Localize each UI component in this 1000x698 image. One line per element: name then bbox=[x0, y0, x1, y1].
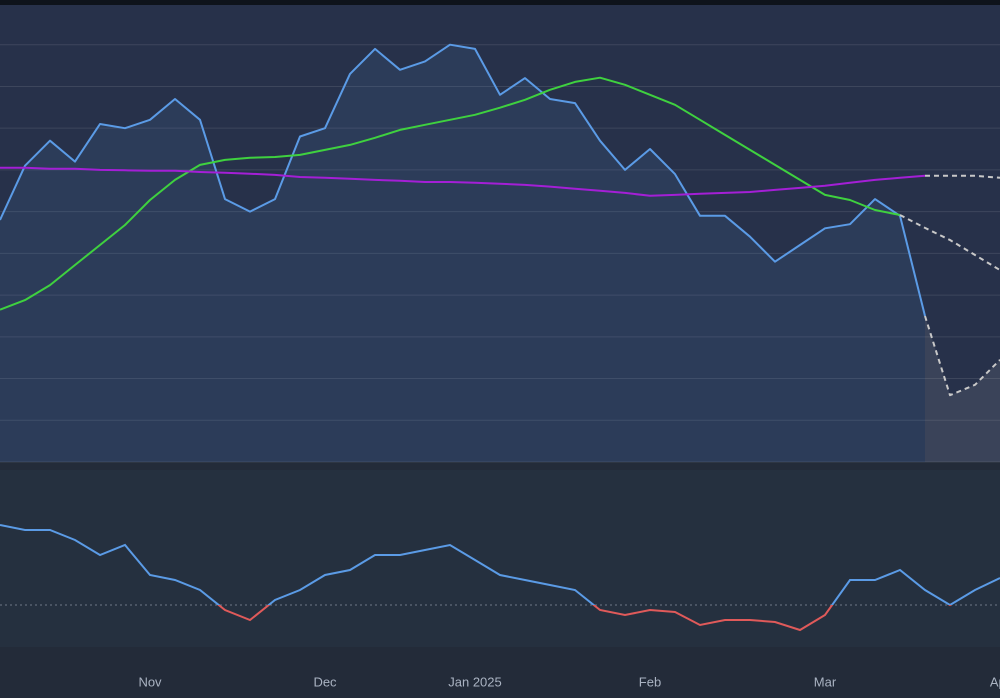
x-tick-label: Jan 2025 bbox=[448, 674, 502, 689]
line bbox=[0, 76, 901, 311]
line bbox=[924, 315, 1000, 397]
line bbox=[0, 166, 926, 197]
x-tick-label: Feb bbox=[639, 674, 661, 689]
area bbox=[925, 316, 1000, 462]
x-tick-label: Dec bbox=[313, 674, 337, 689]
line bbox=[0, 43, 926, 317]
x-tick-label: Mar bbox=[814, 674, 837, 689]
area bbox=[0, 44, 925, 462]
lower-panel bbox=[0, 470, 1000, 647]
x-tick-label: Apr bbox=[990, 674, 1000, 689]
x-tick-label: Nov bbox=[138, 674, 162, 689]
line-positive bbox=[0, 524, 1000, 605]
line bbox=[925, 174, 1000, 179]
line bbox=[899, 214, 1000, 271]
top-bar bbox=[0, 0, 1000, 5]
main-panel bbox=[0, 5, 1000, 462]
